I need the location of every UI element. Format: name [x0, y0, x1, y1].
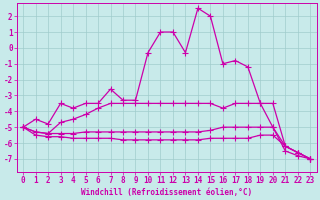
X-axis label: Windchill (Refroidissement éolien,°C): Windchill (Refroidissement éolien,°C)	[81, 188, 252, 197]
